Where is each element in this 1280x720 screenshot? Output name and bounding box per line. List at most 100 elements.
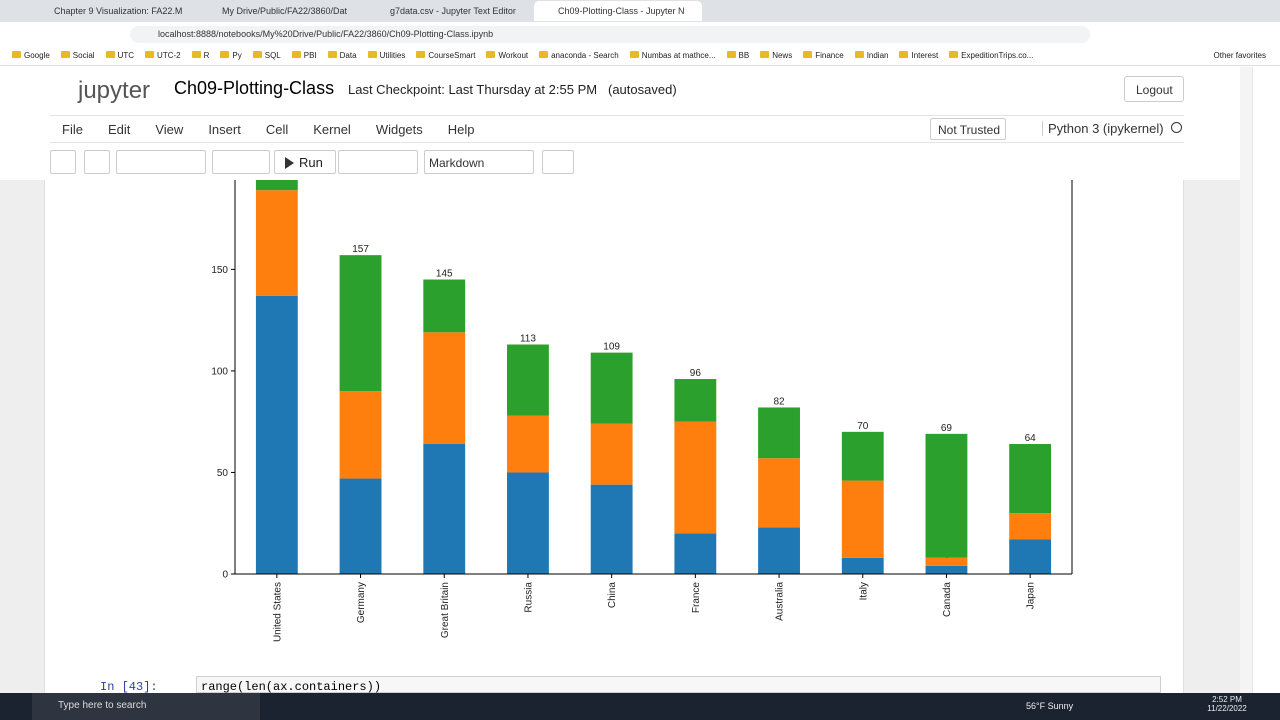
cell-code[interactable]: range(len(ax.containers)) (196, 676, 1161, 694)
bar-segment (255, 295, 298, 574)
chart: 050100150137189United States4790157Germa… (211, 180, 1073, 642)
other-favorites[interactable]: Other favorites (1213, 51, 1266, 60)
bar-segment (590, 352, 633, 424)
menu-item[interactable]: Kernel (313, 122, 351, 137)
data-label: 113 (520, 334, 536, 345)
y-tick-label: 0 (222, 570, 228, 581)
weather[interactable]: 56°F Sunny (1026, 701, 1074, 711)
bar-segment (758, 458, 800, 528)
logo[interactable]: jupyter (78, 77, 151, 104)
x-tick-label: Germany (356, 582, 367, 623)
bar-segment (758, 407, 800, 459)
bar-segment (423, 279, 466, 333)
bar-segment (255, 190, 298, 296)
taskbar-search[interactable]: Type here to search (32, 693, 260, 720)
bookmark[interactable]: Utilities (366, 46, 415, 65)
bar-segment (1009, 513, 1052, 540)
bar-segment (841, 480, 884, 558)
data-label: 145 (436, 269, 453, 280)
bookmark[interactable]: Interest (897, 46, 947, 65)
bookmark[interactable]: BB (725, 46, 759, 65)
menu-item[interactable]: View (155, 122, 184, 137)
bar-segment (925, 557, 968, 566)
bookmark[interactable]: CourseSmart (414, 46, 484, 65)
checkpoint: Last Checkpoint: Last Thursday at 2:55 P… (348, 82, 598, 97)
x-tick-label: China (607, 582, 618, 609)
data-label: 70 (857, 421, 869, 432)
x-tick-label: France (691, 582, 702, 614)
x-tick-label: Japan (1026, 582, 1037, 609)
bookmark[interactable]: SQL (251, 46, 290, 65)
bookmark[interactable]: Google (10, 46, 59, 65)
url[interactable]: localhost:8888/notebooks/My%20Drive/Publ… (130, 26, 1090, 43)
cell-type-select[interactable]: Markdown (424, 150, 534, 174)
bookmark[interactable]: UTC-2 (143, 46, 190, 65)
data-label: 82 (773, 396, 785, 407)
bar-segment (841, 557, 884, 574)
tab-bar: Chapter 9 Visualization: FA22.M My Drive/… (0, 0, 1280, 22)
data-label: 109 (603, 342, 620, 353)
tab[interactable]: My Drive/Public/FA22/3860/Dat (222, 6, 348, 16)
bar-segment (339, 391, 382, 479)
menu-item[interactable]: Edit (107, 122, 131, 137)
logout-button[interactable]: Logout (1124, 76, 1184, 102)
y-tick-label: 100 (211, 366, 228, 377)
menu-item[interactable]: Widgets (375, 122, 423, 137)
bar-segment (423, 444, 466, 574)
menu-bar: File Edit View Insert Cell Kernel Widgets Help (50, 115, 1184, 143)
bookmark[interactable]: Workout (484, 46, 537, 65)
bookmark[interactable]: Data (326, 46, 366, 65)
clock: 2:52 PM 11/22/2022 (1204, 695, 1250, 713)
scrollbar[interactable] (1240, 67, 1252, 693)
date: 11/22/2022 (1207, 704, 1247, 713)
menu-item[interactable]: Insert (208, 122, 241, 137)
bookmark[interactable]: R (190, 46, 219, 65)
address-bar: localhost:8888/notebooks/My%20Drive/Publ… (0, 22, 1280, 46)
edit-buttons[interactable] (116, 150, 206, 174)
bar-segment (255, 180, 298, 191)
bookmark[interactable]: Social (59, 46, 104, 65)
bookmarks-bar: Google Social UTC UTC-2 R Py SQL PBI Data Utiliti… (0, 46, 1280, 66)
autosave: (autosaved) (608, 82, 677, 97)
bookmark[interactable]: PBI (290, 46, 326, 65)
bar-segment (674, 379, 717, 422)
move-buttons[interactable] (212, 150, 270, 174)
bookmark[interactable]: Numbas at mathce... (628, 46, 725, 65)
notebook-name[interactable]: Ch09-Plotting-Class (174, 78, 335, 98)
bookmark[interactable]: Indian (853, 46, 898, 65)
bookmark[interactable]: News (758, 46, 801, 65)
kernel-name: Python 3 (ipykernel) (1042, 121, 1164, 136)
bookmark[interactable]: Py (218, 46, 250, 65)
sidebar (1252, 67, 1280, 693)
tab[interactable]: Ch09-Plotting-Class - Jupyter N (534, 1, 702, 21)
menu-item[interactable]: Help (447, 122, 475, 137)
x-tick-label: United States (272, 582, 283, 642)
bar-segment (339, 478, 382, 574)
trust-button[interactable]: Not Trusted (930, 118, 1006, 140)
y-tick-label: 150 (211, 265, 228, 276)
tab[interactable]: Chapter 9 Visualization: FA22.M (54, 6, 183, 16)
kernel-buttons[interactable] (338, 150, 418, 174)
bar-segment (674, 421, 717, 534)
data-label: 157 (352, 244, 369, 255)
add-button[interactable] (84, 150, 110, 174)
tab[interactable]: g7data.csv - Jupyter Text Editor (390, 6, 516, 16)
bar-segment (507, 344, 549, 416)
kernel-indicator (1171, 122, 1182, 133)
bookmark[interactable]: anaconda - Search (537, 46, 628, 65)
run-button[interactable]: Run (274, 150, 336, 174)
data-label: 96 (690, 368, 702, 379)
menu-item[interactable]: File (62, 122, 83, 137)
x-tick-label: Canada (942, 582, 953, 617)
keyboard-button[interactable] (542, 150, 574, 174)
bookmark[interactable]: UTC (104, 46, 143, 65)
bookmark[interactable]: Finance (801, 46, 852, 65)
bookmark[interactable]: ExpeditionTrips.co... (947, 46, 1042, 65)
bar-segment (590, 423, 633, 485)
bar-segment (590, 484, 633, 574)
save-button[interactable] (50, 150, 76, 174)
jupyter-header: jupyter Ch09-Plotting-Class Last Checkpo… (0, 67, 1240, 113)
menu-item[interactable]: Cell (265, 122, 289, 137)
x-tick-label: Russia (523, 582, 534, 613)
